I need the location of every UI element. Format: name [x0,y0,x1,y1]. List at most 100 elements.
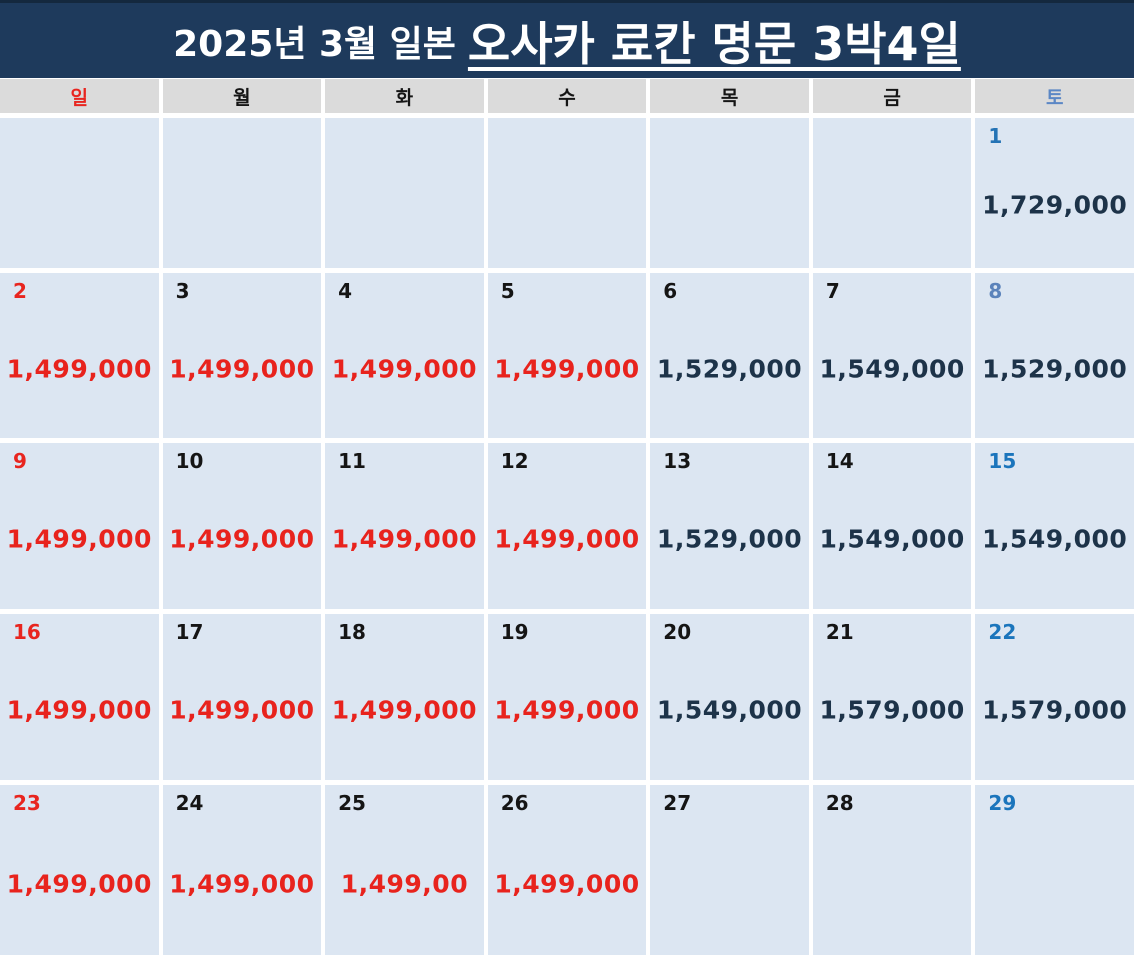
title-bar: 2025년 3월 일본 오사카 료칸 명문 3박4일 [0,0,1134,78]
day-number: 3 [175,279,190,303]
calendar-cell-day-24[interactable]: 24 1,499,000 [162,785,322,955]
weekday-header-3: 화 [325,79,484,113]
day-number: 18 [338,620,366,644]
day-number: 8 [988,279,1003,303]
day-number: 12 [500,449,529,473]
day-number: 28 [825,791,854,815]
calendar-cell-day-7[interactable]: 7 1,549,000 [812,273,972,438]
calendar-grid: 1 1,729,000 2 1,499,000 3 1,499,000 4 1,499,000… [0,118,1134,955]
day-number: 17 [175,620,204,644]
day-number: 7 [825,279,840,303]
calendar-cell-day-9[interactable]: 9 1,499,000 [0,443,159,609]
price-label: 1,579,000 [819,695,965,725]
day-number: 21 [825,620,854,644]
calendar-cell-day-23[interactable]: 23 1,499,000 [0,785,159,955]
price-label: 1,579,000 [982,695,1128,725]
calendar-cell-day-6[interactable]: 6 1,529,000 [650,273,809,438]
calendar-cell-day-21[interactable]: 21 1,579,000 [812,614,972,780]
calendar-cell-day-25[interactable]: 25 1,499,00 [325,785,484,955]
calendar-cell-day-16[interactable]: 16 1,499,000 [0,614,159,780]
calendar-cell-day-15[interactable]: 15 1,549,000 [975,443,1134,609]
calendar-cell-day-19[interactable]: 19 1,499,000 [487,614,647,780]
price-label: 1,549,000 [982,524,1128,554]
calendar-cell-day-22[interactable]: 22 1,579,000 [975,614,1134,780]
weekday-header-2: 월 [162,79,322,113]
calendar-cell-day-1[interactable]: 1 1,729,000 [975,118,1134,268]
calendar-cell-empty [162,118,322,268]
weekday-header-7: 토 [975,79,1134,113]
weekday-header-5: 목 [650,79,809,113]
price-label: 1,499,000 [494,524,640,554]
calendar-cell-day-26[interactable]: 26 1,499,000 [487,785,647,955]
day-number: 22 [988,620,1017,644]
price-label: 1,499,000 [169,869,315,899]
day-number: 11 [338,449,366,473]
weekday-header-4: 수 [487,79,647,113]
price-label: 1,499,000 [494,695,640,725]
price-label: 1,499,000 [331,695,478,725]
day-number: 14 [825,449,854,473]
price-label: 1,549,000 [819,354,965,384]
page-title-prefix: 2025년 3월 일본 [173,23,456,65]
price-label: 1,499,000 [6,695,152,725]
day-number: 25 [338,791,366,815]
day-number: 26 [500,791,529,815]
day-number: 23 [13,791,41,815]
calendar-cell-day-8[interactable]: 8 1,529,000 [975,273,1134,438]
calendar-cell-day-10[interactable]: 10 1,499,000 [162,443,322,609]
calendar-cell-empty [812,118,972,268]
day-number: 10 [175,449,204,473]
weekday-header-6: 금 [812,79,972,113]
price-label: 1,549,000 [656,695,803,725]
price-label: 1,499,000 [169,354,315,384]
price-label: 1,499,000 [331,524,478,554]
calendar-cell-day-14[interactable]: 14 1,549,000 [812,443,972,609]
price-label: 1,499,000 [6,869,152,899]
price-label: 1,499,000 [169,524,315,554]
price-label: 1,529,000 [656,354,803,384]
day-number: 6 [663,279,678,303]
day-number: 13 [663,449,692,473]
calendar-cell-empty [650,118,809,268]
calendar-cell-day-4[interactable]: 4 1,499,000 [325,273,484,438]
calendar-cell-day-3[interactable]: 3 1,499,000 [162,273,322,438]
calendar-cell-day-5[interactable]: 5 1,499,000 [487,273,647,438]
price-label: 1,499,000 [6,354,152,384]
calendar-cell-day-18[interactable]: 18 1,499,000 [325,614,484,780]
calendar-cell-day-12[interactable]: 12 1,499,000 [487,443,647,609]
day-number: 29 [988,791,1017,815]
day-number: 15 [988,449,1017,473]
day-number: 5 [500,279,515,303]
weekday-header-1: 일 [0,79,159,113]
calendar-cell-day-11[interactable]: 11 1,499,000 [325,443,484,609]
day-number: 20 [663,620,692,644]
day-number: 2 [13,279,27,303]
calendar-cell-day-28[interactable]: 28 [812,785,972,955]
calendar-cell-empty [487,118,647,268]
price-label: 1,499,000 [494,869,640,899]
page-title-main: 오사카 료칸 명문 3박4일 [467,16,961,71]
day-number: 4 [338,279,353,303]
calendar-cell-empty [0,118,159,268]
calendar-cell-day-13[interactable]: 13 1,529,000 [650,443,809,609]
day-number: 19 [500,620,529,644]
calendar-cell-day-20[interactable]: 20 1,549,000 [650,614,809,780]
price-label: 1,529,000 [656,524,803,554]
calendar-cell-day-27[interactable]: 27 [650,785,809,955]
price-label: 1,499,000 [6,524,152,554]
price-label: 1,729,000 [982,190,1128,220]
day-number: 1 [988,124,1003,148]
day-number: 16 [13,620,41,644]
day-number: 9 [13,449,27,473]
price-label: 1,549,000 [819,524,965,554]
price-label: 1,529,000 [982,354,1128,384]
calendar-cell-day-2[interactable]: 2 1,499,000 [0,273,159,438]
price-label: 1,499,00 [340,869,469,899]
calendar-cell-day-17[interactable]: 17 1,499,000 [162,614,322,780]
day-number: 24 [175,791,204,815]
calendar-cell-empty [325,118,484,268]
day-number: 27 [663,791,692,815]
price-label: 1,499,000 [331,354,478,384]
calendar-cell-day-29[interactable]: 29 [975,785,1134,955]
